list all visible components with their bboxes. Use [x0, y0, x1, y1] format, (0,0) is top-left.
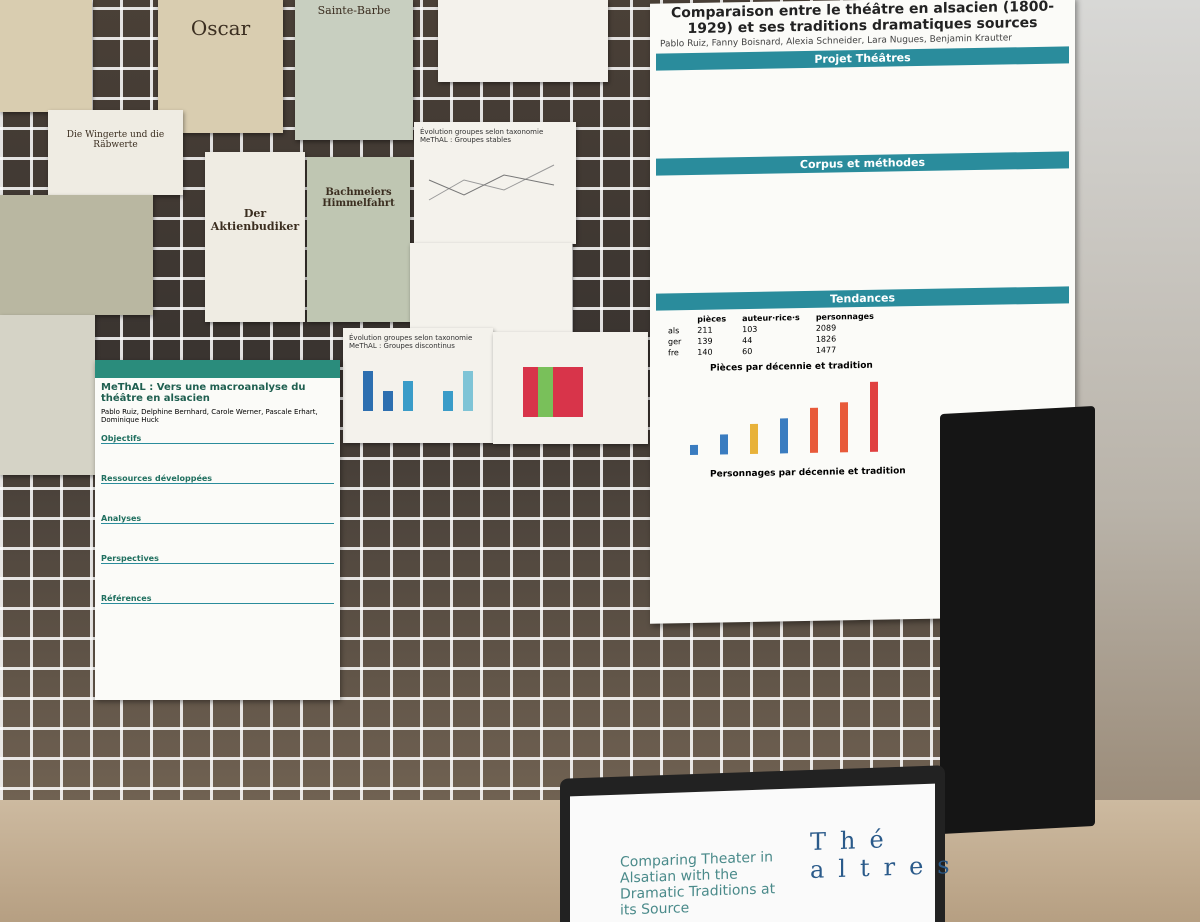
old-print: Bachmeiers Himmelfahrt	[307, 157, 410, 322]
cell: fre	[668, 348, 679, 358]
header-cell: pièces	[697, 314, 727, 324]
spacer	[650, 172, 1075, 289]
print-title: Sainte-Barbe	[317, 4, 391, 17]
bar-decor	[720, 434, 728, 455]
poster-band	[95, 360, 340, 378]
old-print: Sainte-Barbe	[295, 0, 413, 140]
chart-sheet	[410, 243, 572, 333]
section-heading: Perspectives	[101, 554, 334, 564]
spacer	[650, 67, 1075, 154]
bar-decor	[383, 391, 393, 411]
chart-title: Pièces par décennie et tradition	[710, 360, 873, 374]
print-title: Oscar	[190, 16, 251, 40]
stats-table: pièces auteur·rice·s personnages als 211 103…	[660, 311, 882, 359]
cell: 211	[697, 325, 713, 335]
chart-sheet-title: Évolution groupes selon taxonomie MeThAL…	[349, 334, 473, 350]
cell: 1477	[815, 345, 837, 355]
cell: ger	[668, 337, 682, 347]
poster-bars	[690, 381, 878, 456]
old-print: Der Aktienbudiker	[205, 152, 305, 322]
sheet-bars	[363, 371, 473, 411]
bar-decor	[463, 371, 473, 411]
old-print	[0, 195, 153, 315]
section-heading: Tendances	[656, 286, 1069, 311]
section-heading: Références	[101, 594, 334, 604]
cell: 60	[742, 346, 753, 357]
monitor	[940, 405, 1095, 835]
cell: 140	[697, 347, 713, 357]
bar-decor	[780, 418, 788, 454]
sheet-bars	[523, 367, 583, 417]
section-heading: Corpus et méthodes	[656, 151, 1069, 176]
cell	[660, 314, 689, 326]
bar-decor	[750, 423, 758, 454]
section-heading: Analyses	[101, 514, 334, 524]
chart-sheet	[493, 332, 648, 444]
bar-decor	[363, 371, 373, 411]
screen-logo: Thé altres	[810, 824, 964, 884]
bar-decor	[443, 391, 453, 411]
laptop-screen: Comparing Theater in Alsatian with the D…	[570, 783, 964, 922]
poster-title: Comparaison entre le théâtre en alsacien…	[670, 0, 1055, 38]
old-print: Die Wingerte und die Räbwerte	[48, 110, 183, 195]
laptop: Comparing Theater in Alsatian with the D…	[560, 765, 964, 922]
cell: 139	[697, 336, 713, 346]
section-heading: Ressources développées	[101, 474, 334, 484]
poster-authors: Pablo Ruiz, Delphine Bernhard, Carole We…	[101, 408, 318, 424]
line	[428, 174, 555, 196]
old-print	[0, 0, 92, 112]
old-print	[438, 0, 608, 82]
bar-decor	[840, 402, 848, 453]
chart-sheet: Évolution groupes selon taxonomie MeThAL…	[343, 328, 493, 443]
bar-decor	[538, 367, 553, 417]
chart-sheet-title: Évolution groupes selon taxonomie MeThAL…	[420, 128, 544, 144]
print-title: Bachmeiers Himmelfahrt	[322, 187, 395, 209]
poster-title: MeThAL : Vers une macroanalyse du théâtr…	[101, 382, 306, 404]
sheet-lines	[428, 164, 555, 201]
line	[428, 164, 555, 201]
screen-text: Comparing Theater in Alsatian with the D…	[620, 849, 776, 919]
bar-decor	[403, 381, 413, 411]
section-heading: Objectifs	[101, 434, 334, 444]
bar-decor	[690, 444, 698, 456]
section-heading: Projet Théâtres	[656, 46, 1069, 71]
poster-main: Comparaison entre le théâtre en alsacien…	[650, 0, 1075, 624]
chart-sheet: Évolution groupes selon taxonomie MeThAL…	[414, 122, 576, 244]
poster-methal: MeThAL : Vers une macroanalyse du théâtr…	[95, 360, 340, 700]
bar-decor	[870, 381, 878, 452]
print-title: Die Wingerte und die Räbwerte	[66, 130, 165, 150]
old-print	[0, 315, 95, 475]
cell: als	[668, 326, 680, 336]
bar-decor	[810, 407, 818, 453]
print-title: Der Aktienbudiker	[210, 207, 300, 233]
